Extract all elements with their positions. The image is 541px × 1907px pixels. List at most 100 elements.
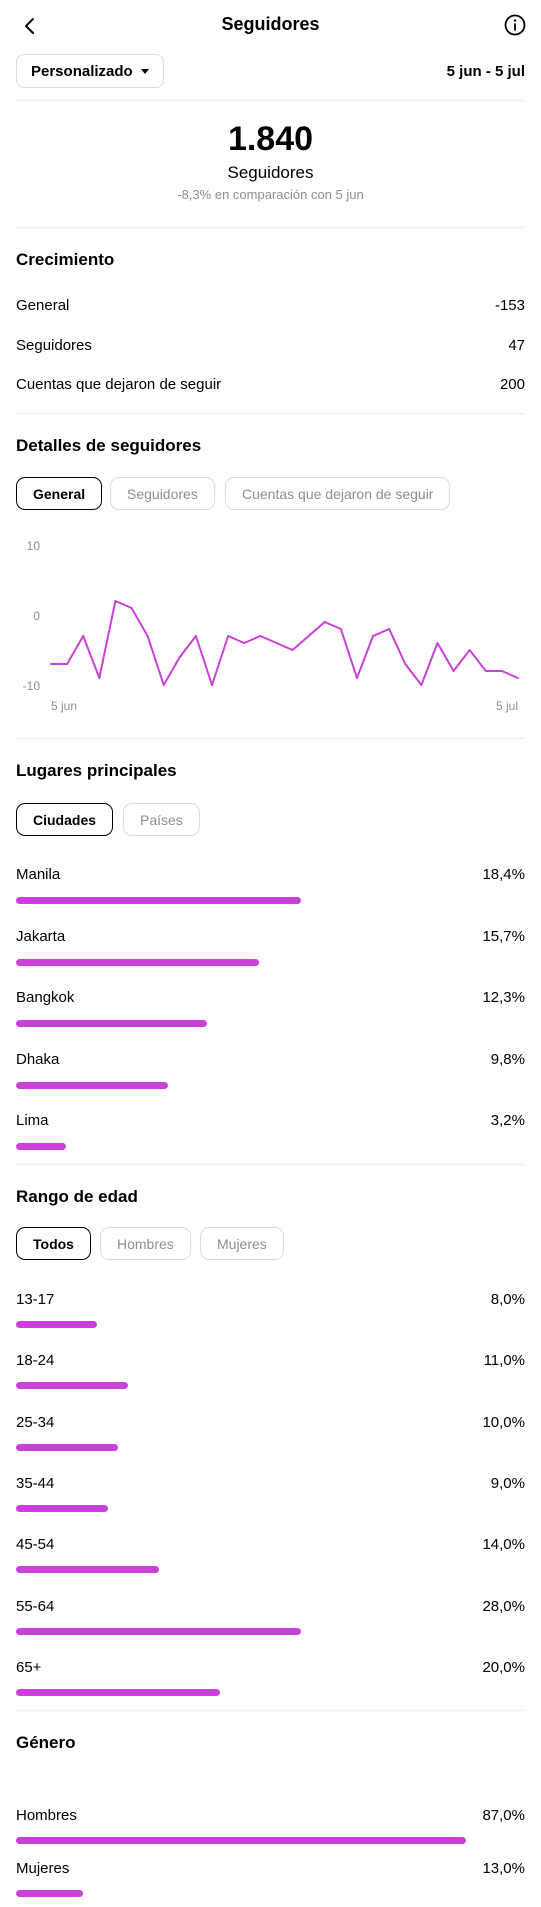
age-row-bar [16,1321,98,1328]
chart-data-point [98,677,101,679]
place-row-value: 15,7% [482,927,525,945]
place-row-label: Jakarta [16,927,66,945]
growth-title: Crecimiento [16,250,115,269]
chart-line-segment [500,670,519,679]
age-row-value: 14,0% [482,1536,525,1554]
chart-line-segment [130,607,149,637]
gender-row-value: 87,0% [482,1807,525,1824]
tab-age-all[interactable]: Todos [16,1227,91,1260]
age-title: Rango de edad [16,1187,138,1206]
chart-line-segment [66,635,85,665]
chart-line-segment [178,635,197,658]
caret-down-icon [140,68,149,74]
chart-line-segment [388,628,407,665]
age-row-bar [16,1504,108,1512]
x-start-label: 5 jun [51,699,77,713]
growth-unfollows-label: Cuentas que dejaron de seguir [16,376,222,393]
chart-line-segment [436,642,455,672]
y-tick-label: 10 [27,539,41,553]
place-row-label: Lima [16,1112,49,1129]
y-tick-label: -10 [23,679,41,693]
y-tick-label: 0 [33,609,40,623]
header-bar: Seguidores [0,0,541,50]
age-row-value: 10,0% [482,1413,525,1431]
gender-row-bar [16,1890,84,1897]
age-row-value: 11,0% [483,1352,525,1370]
divider [16,100,525,101]
age-row-label: 55-64 [16,1597,55,1615]
gender-row-label: Mujeres [16,1860,70,1877]
age-row-value: 20,0% [482,1658,525,1676]
chart-line-segment [243,635,262,644]
growth-general-value: -153 [494,297,525,314]
chart-data-point [420,684,423,686]
chart-data-point [146,635,149,637]
chart-line-segment [259,635,278,644]
chart-line-segment [372,628,391,637]
tab-age-men[interactable]: Hombres [100,1227,191,1260]
age-row-bar [16,1627,301,1635]
gender-row-value: 13,0% [482,1860,525,1877]
chart-data-point [66,663,68,665]
chart-line-segment [420,642,439,686]
chart-line-segment [114,600,133,609]
chart-line-segment [323,621,342,630]
place-row-value: 3,2% [490,1112,525,1129]
age-row-bar [16,1382,128,1390]
chart-data-point [436,642,439,644]
chart-data-point [307,635,310,637]
chart-data-point [50,663,52,665]
chart-line-segment [227,635,246,644]
chart-data-point [372,635,374,637]
tab-unfollows[interactable]: Cuentas que dejaron de seguir [225,477,451,510]
age-row-bar [16,1566,159,1574]
growth-general-label: General [16,297,70,314]
growth-followers-label: Seguidores [16,337,92,354]
divider [16,1164,525,1165]
tab-general[interactable]: General [16,477,103,510]
info-icon[interactable] [503,13,527,37]
place-row-bar [16,958,260,966]
chart-data-point [291,649,294,651]
chart-data-point [82,635,85,637]
chart-data-point [275,642,278,644]
place-row-value: 12,3% [482,989,525,1006]
chart-line-segment [194,635,214,686]
chart-data-point [501,670,503,672]
chart-data-point [114,600,117,602]
back-arrow-icon[interactable] [18,14,42,38]
followers-comparison: -8,3% en comparación con 5 jun [177,187,364,202]
age-row-label: 35-44 [16,1474,55,1492]
chart-data-point [243,642,246,644]
divider [16,413,525,414]
chart-data-point [227,635,229,637]
chart-data-point [179,656,181,658]
chart-data-point [404,663,407,665]
age-row-bar [16,1443,118,1451]
tab-age-women[interactable]: Mujeres [200,1227,284,1260]
place-row-label: Manila [16,866,61,883]
chart-data-point [468,649,471,651]
chart-line-segment [452,649,471,672]
chart-line-segment [307,621,326,637]
chart-line-segment [339,628,358,679]
place-row-bar [16,1020,207,1027]
chart-line-segment [82,635,101,679]
date-filter-dropdown[interactable]: Personalizado [16,54,164,88]
chart-line-segment [291,635,310,651]
chart-line-segment [211,635,230,686]
chart-data-point [517,677,519,679]
followers-line-chart: 10 0 -10 5 jun 5 jul [23,539,519,713]
chart-data-point [452,670,455,672]
growth-unfollows-value: 200 [499,376,525,393]
tab-followers[interactable]: Seguidores [110,477,215,510]
tab-cities[interactable]: Ciudades [16,803,114,836]
places-title: Lugares principales [16,761,177,780]
place-row-bar [16,897,301,904]
place-row-bar [16,1081,168,1089]
tab-countries[interactable]: Países [123,803,200,836]
place-row-label: Bangkok [16,989,75,1006]
details-title: Detalles de seguidores [16,436,202,455]
divider [16,1710,525,1711]
followers-label: Seguidores [227,163,314,182]
